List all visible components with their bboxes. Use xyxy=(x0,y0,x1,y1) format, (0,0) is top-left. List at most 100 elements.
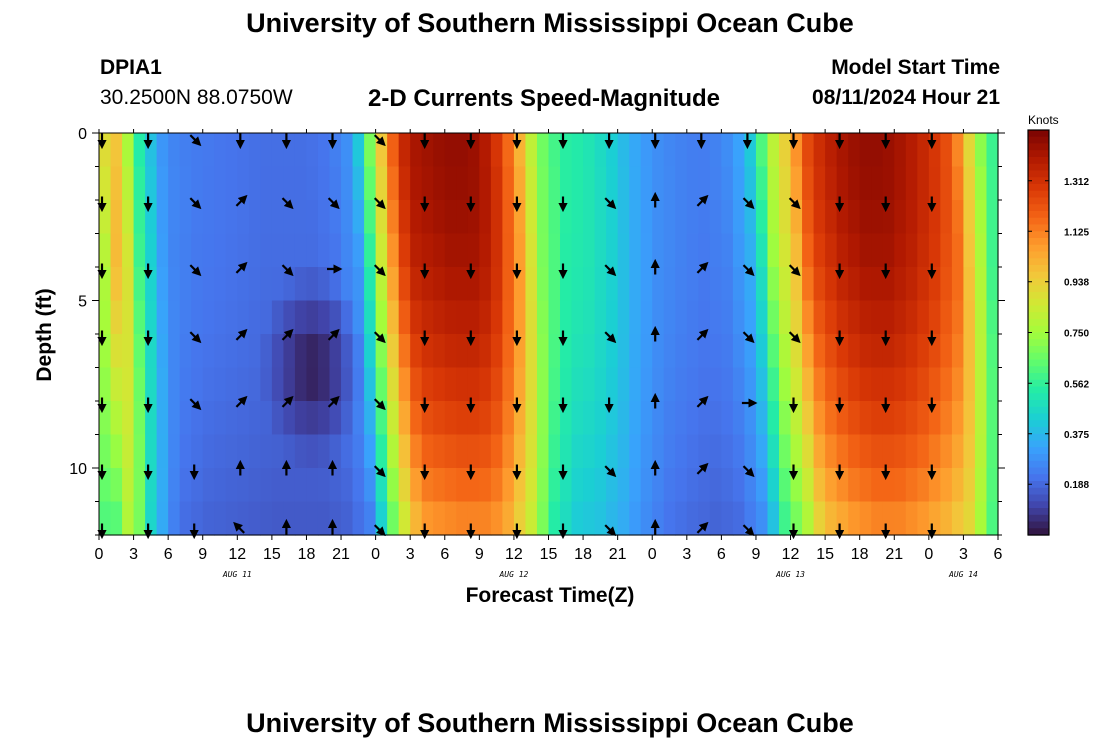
heatmap-cell xyxy=(145,166,158,201)
heatmap-cell xyxy=(629,133,642,168)
colorbar-band xyxy=(1028,197,1049,205)
heatmap-cell xyxy=(813,367,826,402)
heatmap-cell xyxy=(663,334,676,369)
heatmap-cell xyxy=(871,166,884,201)
heatmap-cell xyxy=(317,367,331,402)
heatmap-cell xyxy=(652,267,665,302)
heatmap-cell xyxy=(433,334,446,369)
heatmap-cell xyxy=(168,133,181,168)
heatmap-cell xyxy=(110,133,123,168)
heatmap-cell xyxy=(421,401,434,436)
heatmap-cell xyxy=(387,200,400,235)
colorbar-tick-label: 0.375 xyxy=(1064,430,1089,441)
heatmap-cell xyxy=(940,200,953,235)
heatmap-cell xyxy=(652,501,665,536)
heatmap-cell xyxy=(398,133,411,168)
heatmap-cell xyxy=(986,367,999,402)
current-vector-arrow xyxy=(696,462,709,475)
current-vector-arrow xyxy=(373,264,386,277)
heatmap-cell xyxy=(248,233,261,268)
heatmap-cell xyxy=(663,166,676,201)
heatmap-cell xyxy=(502,401,515,436)
heatmap-cell xyxy=(490,200,503,235)
heatmap-cell xyxy=(871,401,884,436)
heatmap-cell xyxy=(202,166,215,201)
current-vector-arrow xyxy=(373,197,386,210)
current-vector-arrow xyxy=(373,398,386,411)
heatmap-cell xyxy=(571,267,584,302)
current-vector-arrow xyxy=(235,261,248,274)
heatmap-cell xyxy=(917,166,930,201)
heatmap-cell xyxy=(986,401,999,436)
heatmap-cell xyxy=(352,434,365,469)
heatmap-cell xyxy=(271,267,285,302)
colorbar-band xyxy=(1028,433,1049,442)
current-vector-arrow xyxy=(373,524,386,537)
heatmap-cell xyxy=(225,501,238,536)
heatmap-cell xyxy=(179,133,192,168)
heatmap-cell xyxy=(341,434,354,469)
heatmap-cell xyxy=(525,434,538,469)
heatmap-cell xyxy=(583,401,596,436)
heatmap-cell xyxy=(225,367,238,402)
heatmap-cell xyxy=(594,401,607,436)
heatmap-cell xyxy=(490,133,503,168)
heatmap-cell xyxy=(951,501,965,536)
heatmap-cell xyxy=(214,468,227,503)
x-tick-label: 3 xyxy=(406,546,415,563)
heatmap-cell xyxy=(99,401,112,436)
heatmap-cell xyxy=(617,133,630,168)
heatmap-cell xyxy=(709,267,722,302)
date-label: AUG 13 xyxy=(775,570,805,579)
heatmap-cell xyxy=(502,133,515,168)
heatmap-cell xyxy=(652,434,665,469)
heatmap-cell xyxy=(698,267,711,302)
heatmap-cell xyxy=(398,401,411,436)
heatmap-cell xyxy=(502,434,515,469)
current-vector-arrow xyxy=(281,328,294,341)
heatmap-cell xyxy=(848,401,861,436)
heatmap-cell xyxy=(940,501,953,536)
heatmap-cell xyxy=(548,300,561,335)
heatmap-cell xyxy=(502,300,515,335)
x-tick-label: 9 xyxy=(475,546,484,563)
heatmap-cell xyxy=(779,367,792,402)
heatmap-cell xyxy=(168,367,181,402)
heatmap-cell xyxy=(813,233,826,268)
heatmap-cell xyxy=(133,200,146,235)
heatmap-cell xyxy=(940,133,953,168)
current-vector-arrow xyxy=(233,521,245,534)
heatmap-cell xyxy=(675,200,688,235)
heatmap-cell xyxy=(525,334,538,369)
current-vector-arrow xyxy=(281,264,294,277)
heatmap-cell xyxy=(398,468,411,503)
heatmap-cell xyxy=(894,267,907,302)
heatmap-cell xyxy=(882,133,895,168)
heatmap-cell xyxy=(663,267,676,302)
heatmap-cell xyxy=(122,233,135,268)
current-vector-arrow xyxy=(327,328,340,341)
heatmap-cell xyxy=(271,300,285,335)
x-tick-label: 12 xyxy=(228,546,246,563)
colorbar-band xyxy=(1028,285,1049,293)
heatmap-cell xyxy=(306,200,319,235)
heatmap-cell xyxy=(560,401,573,436)
heatmap-cell xyxy=(640,401,653,436)
colorbar-band xyxy=(1028,312,1049,320)
heatmap-cell xyxy=(156,233,169,268)
heatmap-cell xyxy=(974,200,988,235)
current-vector-arrow xyxy=(235,194,248,207)
heatmap-cell xyxy=(732,401,746,436)
heatmap-cell xyxy=(99,267,112,302)
heatmap-cell xyxy=(548,367,561,402)
colorbar-band xyxy=(1028,514,1049,523)
date-label: AUG 11 xyxy=(222,570,252,579)
heatmap-cell xyxy=(790,166,803,201)
heatmap-cell xyxy=(871,434,884,469)
heatmap-cell xyxy=(433,267,446,302)
heatmap-cell xyxy=(479,233,492,268)
current-vector-arrow xyxy=(327,197,340,210)
heatmap-cell xyxy=(779,501,792,536)
heatmap-cell xyxy=(260,267,273,302)
heatmap-cell xyxy=(237,367,250,402)
